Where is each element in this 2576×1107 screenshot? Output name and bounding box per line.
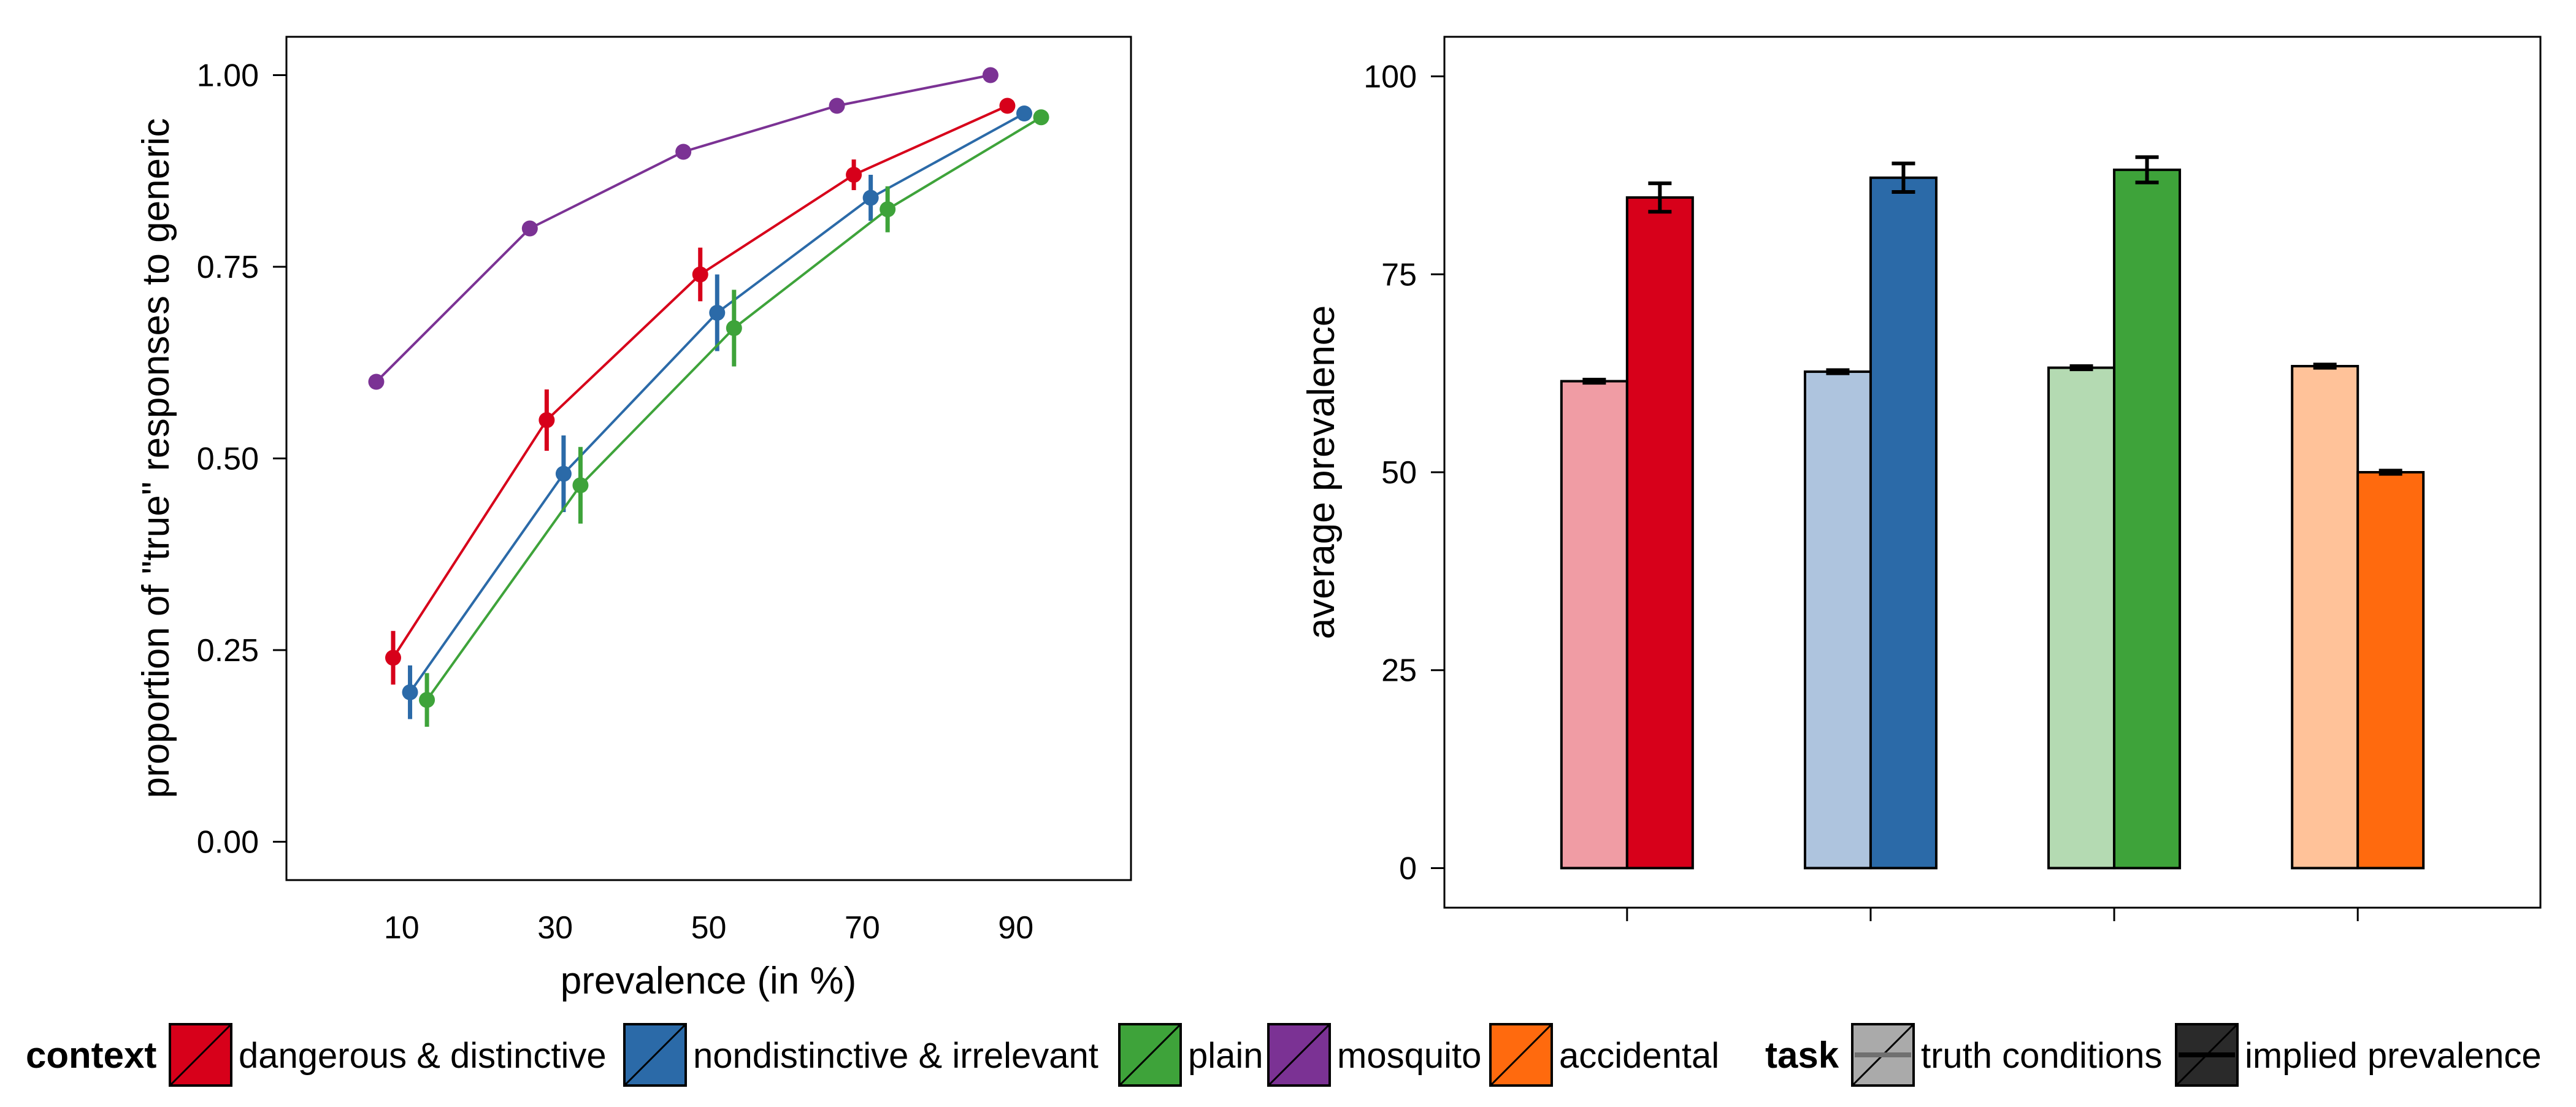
data-point (385, 649, 402, 666)
series-line (426, 116, 1042, 701)
data-point (368, 373, 385, 390)
bar (2047, 366, 2116, 870)
line-chart-ylabel: proportion of "true" responses to generi… (135, 118, 177, 799)
y-tick-label: 0 (1399, 851, 1417, 886)
data-point (880, 201, 896, 218)
data-point (539, 412, 555, 428)
legend-label: truth conditions (1921, 1036, 2162, 1076)
line-chart-panel: prevalence (in %) proportion of "true" r… (135, 36, 1132, 1002)
legend-label: mosquito (1337, 1036, 1481, 1076)
y-tick-label: 75 (1381, 257, 1417, 293)
bar (1869, 176, 1938, 870)
bar-chart-panel: average prevalence 0 25 50 75 100 (1300, 36, 2542, 921)
data-point (572, 477, 589, 494)
y-tick-label: 0.50 (197, 442, 259, 477)
data-point (999, 98, 1016, 114)
data-point (982, 67, 999, 83)
x-tick-label: 90 (998, 910, 1033, 946)
x-tick-label: 50 (691, 910, 727, 946)
legend: context task dangerous & distinctive nond… (26, 1023, 2542, 1087)
data-point (521, 220, 538, 237)
y-tick-label: 0.00 (197, 825, 259, 860)
legend-swatch-slash (1118, 1023, 1182, 1087)
bar (2356, 471, 2425, 870)
data-point (675, 144, 692, 160)
bar-chart-ylabel: average prevalence (1300, 305, 1343, 640)
legend-swatch-slash (623, 1023, 687, 1087)
legend-swatch-slash (1489, 1023, 1553, 1087)
x-tick-label: 30 (537, 910, 573, 946)
line-chart-frame (285, 36, 1132, 881)
data-point (419, 692, 435, 708)
x-tick-label: 10 (384, 910, 420, 946)
bar (1803, 370, 1872, 870)
y-tick-label: 0.25 (197, 633, 259, 668)
bar (2291, 365, 2359, 870)
data-point (726, 320, 742, 336)
data-point (555, 465, 572, 482)
legend-context-title: context (26, 1035, 156, 1076)
data-point (1033, 109, 1049, 126)
legend-swatch-slash (1267, 1023, 1331, 1087)
legend-task-title: task (1765, 1035, 1839, 1076)
y-tick-label: 100 (1363, 59, 1417, 95)
x-tick-label: 70 (845, 910, 880, 946)
bar (1625, 196, 1694, 870)
series-line (375, 74, 991, 383)
data-point (709, 305, 726, 321)
data-point (829, 98, 845, 114)
legend-label: dangerous & distinctive (239, 1036, 607, 1076)
legend-label: nondistinctive & irrelevant (693, 1036, 1098, 1076)
legend-label: plain (1188, 1036, 1263, 1076)
bar (2113, 168, 2182, 870)
y-tick-label: 1.00 (197, 58, 259, 94)
y-tick-label: 25 (1381, 653, 1417, 689)
line-chart-xlabel: prevalence (in %) (561, 960, 856, 1002)
legend-swatch-slash (169, 1023, 232, 1087)
data-point (1016, 105, 1032, 121)
series-line (392, 104, 1008, 659)
legend-label: implied prevalence (2245, 1036, 2542, 1076)
data-point (862, 190, 879, 206)
data-point (402, 684, 418, 700)
y-tick-label: 50 (1381, 455, 1417, 491)
data-point (846, 167, 862, 183)
series-line (408, 112, 1025, 693)
bar (1560, 380, 1628, 870)
legend-label: accidental (1559, 1036, 1719, 1076)
y-tick-label: 0.75 (197, 250, 259, 285)
data-point (692, 266, 708, 283)
